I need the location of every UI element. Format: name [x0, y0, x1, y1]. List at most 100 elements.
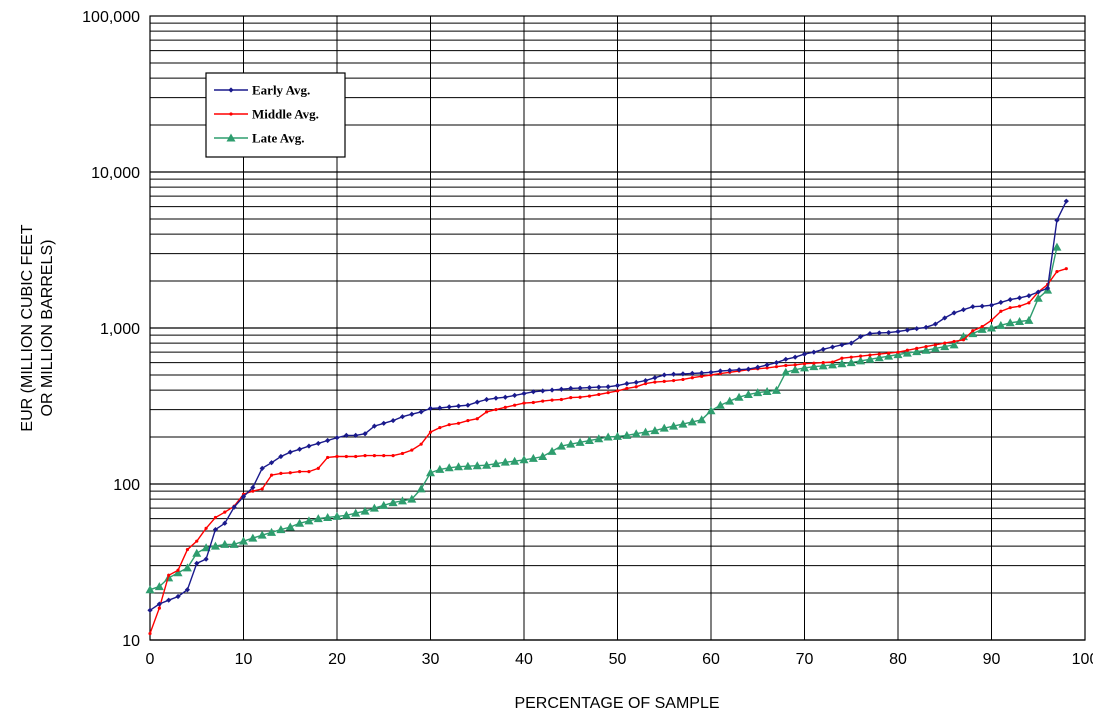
data-point — [379, 500, 389, 509]
data-point — [745, 366, 751, 372]
data-point — [371, 423, 377, 429]
x-tick-label: 70 — [796, 651, 814, 668]
data-point — [269, 473, 274, 477]
data-point — [933, 343, 938, 347]
data-point — [669, 421, 679, 430]
data-point — [952, 339, 956, 344]
data-point — [343, 432, 349, 438]
x-tick-label: 100 — [1072, 651, 1093, 668]
legend-box — [205, 72, 346, 158]
series-late-avg — [145, 242, 1062, 594]
data-point — [381, 420, 387, 426]
data-point — [456, 421, 461, 425]
data-point — [718, 372, 722, 376]
data-point — [709, 373, 713, 377]
data-point — [578, 395, 582, 399]
data-point — [622, 430, 632, 439]
data-point — [867, 331, 873, 337]
data-point — [409, 411, 415, 417]
data-point — [594, 434, 604, 443]
data-point — [228, 87, 234, 93]
data-point — [613, 431, 622, 440]
data-point — [239, 536, 248, 545]
data-point — [491, 459, 501, 468]
data-point — [790, 365, 800, 374]
data-point — [586, 384, 593, 391]
data-point — [1035, 289, 1041, 295]
data-point — [276, 525, 286, 534]
x-tick-label: 30 — [422, 651, 440, 668]
data-point — [538, 452, 548, 461]
data-point — [231, 504, 237, 510]
y-tick-labels: 10 100 1,000 10,000 100,000 — [82, 9, 140, 650]
data-point — [999, 309, 1003, 313]
data-point — [360, 506, 370, 515]
data-point — [652, 375, 658, 381]
data-point — [426, 468, 435, 477]
data-point — [577, 385, 583, 391]
data-point — [699, 370, 705, 376]
data-point — [765, 366, 769, 370]
data-point — [528, 453, 538, 462]
data-point — [818, 361, 828, 370]
data-point — [605, 384, 611, 390]
data-point — [1055, 269, 1059, 274]
data-point — [980, 325, 984, 329]
y-tick-label: 100,000 — [82, 9, 140, 26]
data-point — [353, 432, 359, 438]
data-point — [213, 515, 218, 520]
data-point — [708, 369, 714, 375]
data-point — [614, 382, 621, 389]
series-middle-avg — [148, 267, 1068, 636]
data-point — [603, 432, 613, 441]
data-point — [809, 362, 819, 371]
data-point — [968, 329, 978, 338]
data-point — [204, 526, 208, 530]
data-point — [921, 345, 931, 354]
data-point — [259, 465, 265, 471]
data-point — [924, 344, 928, 349]
data-point — [482, 460, 492, 469]
data-point — [858, 334, 864, 340]
legend-entry: Middle Avg. — [214, 107, 319, 122]
data-point — [633, 379, 639, 386]
legend-entry: Late Avg. — [214, 131, 304, 146]
data-point — [650, 426, 660, 435]
data-point — [961, 338, 966, 342]
data-point — [837, 359, 847, 368]
data-point — [332, 511, 342, 520]
data-point — [466, 418, 470, 423]
data-point — [250, 484, 256, 491]
data-point — [513, 403, 517, 407]
data-point — [226, 133, 236, 142]
data-point — [914, 326, 920, 332]
y-tick-label: 10,000 — [91, 165, 140, 182]
data-point — [987, 323, 996, 332]
data-point — [1026, 293, 1032, 299]
data-point — [175, 593, 181, 600]
data-point — [399, 414, 406, 420]
data-point — [820, 346, 826, 352]
data-point — [1033, 293, 1043, 302]
data-point — [341, 510, 351, 519]
y-axis-title-line-1: EUR (MILLION CUBIC FEET — [19, 224, 36, 431]
data-point — [849, 355, 853, 359]
data-point — [531, 400, 535, 405]
data-point — [194, 560, 200, 566]
data-point — [220, 539, 230, 548]
data-point — [550, 398, 554, 402]
data-point — [659, 423, 669, 432]
data-point — [530, 389, 536, 395]
data-point — [558, 386, 564, 392]
data-point — [949, 340, 959, 349]
data-point — [1063, 198, 1069, 204]
data-point — [463, 461, 473, 470]
data-point — [512, 392, 518, 398]
data-point — [725, 396, 735, 405]
data-point — [185, 547, 189, 552]
data-point — [771, 385, 781, 394]
data-point — [848, 340, 854, 346]
data-point — [653, 380, 657, 384]
data-point — [147, 607, 153, 613]
data-point — [212, 527, 219, 533]
